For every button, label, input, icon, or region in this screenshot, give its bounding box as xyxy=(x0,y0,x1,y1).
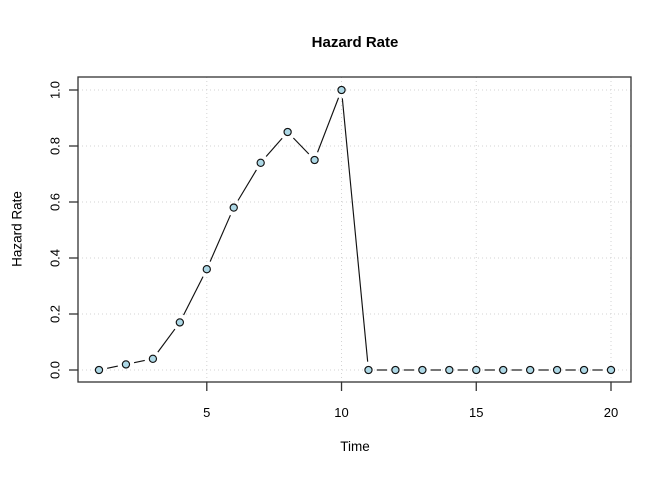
data-point xyxy=(418,365,427,375)
y-tick-label: 1.0 xyxy=(48,81,63,99)
data-point xyxy=(148,354,158,363)
plot-box xyxy=(77,76,632,383)
data-point xyxy=(552,365,562,375)
series-segment xyxy=(317,97,340,153)
x-tick-label: 10 xyxy=(334,405,348,420)
series-segment xyxy=(133,359,145,364)
data-point xyxy=(94,365,104,375)
series-segment xyxy=(107,365,118,369)
y-tick-label: 0.6 xyxy=(48,193,63,211)
label-layer: Hazard Rate Time Hazard Rate xyxy=(10,34,399,454)
data-point xyxy=(229,203,238,212)
series-segment xyxy=(265,137,283,157)
y-tick-label: 0.4 xyxy=(48,249,63,267)
data-point xyxy=(445,365,454,375)
data-point xyxy=(364,365,373,375)
data-point xyxy=(525,365,535,375)
series-segment xyxy=(237,169,257,201)
data-series-hazard-rate xyxy=(94,85,616,375)
data-point xyxy=(499,365,508,375)
data-point xyxy=(256,158,265,167)
data-point xyxy=(310,155,319,165)
x-tick-label: 20 xyxy=(604,405,618,420)
y-tick-label: 0.0 xyxy=(48,361,63,379)
series-segment xyxy=(292,137,310,155)
data-point xyxy=(337,85,346,95)
data-point xyxy=(175,318,185,327)
series-segment xyxy=(209,214,231,262)
y-axis-label: Hazard Rate xyxy=(10,191,25,267)
x-tick-label: 15 xyxy=(469,405,483,420)
x-tick-label: 5 xyxy=(203,405,210,420)
data-point xyxy=(121,360,131,369)
axis-layer: 5 10 15 20 0.0 0.2 0.4 0.6 0.8 1.0 xyxy=(48,76,632,420)
y-tick-label: 0.2 xyxy=(48,305,63,323)
series-segment xyxy=(341,98,369,362)
x-axis-label: Time xyxy=(340,439,370,454)
data-point xyxy=(391,365,400,375)
chart-title: Hazard Rate xyxy=(312,34,399,51)
data-point xyxy=(283,127,292,137)
data-point xyxy=(202,265,211,274)
y-tick-label: 0.8 xyxy=(48,137,63,155)
data-point xyxy=(606,365,616,375)
data-point xyxy=(472,365,481,375)
series-segment xyxy=(157,328,176,353)
data-point xyxy=(579,365,589,375)
series-segment xyxy=(183,276,204,316)
